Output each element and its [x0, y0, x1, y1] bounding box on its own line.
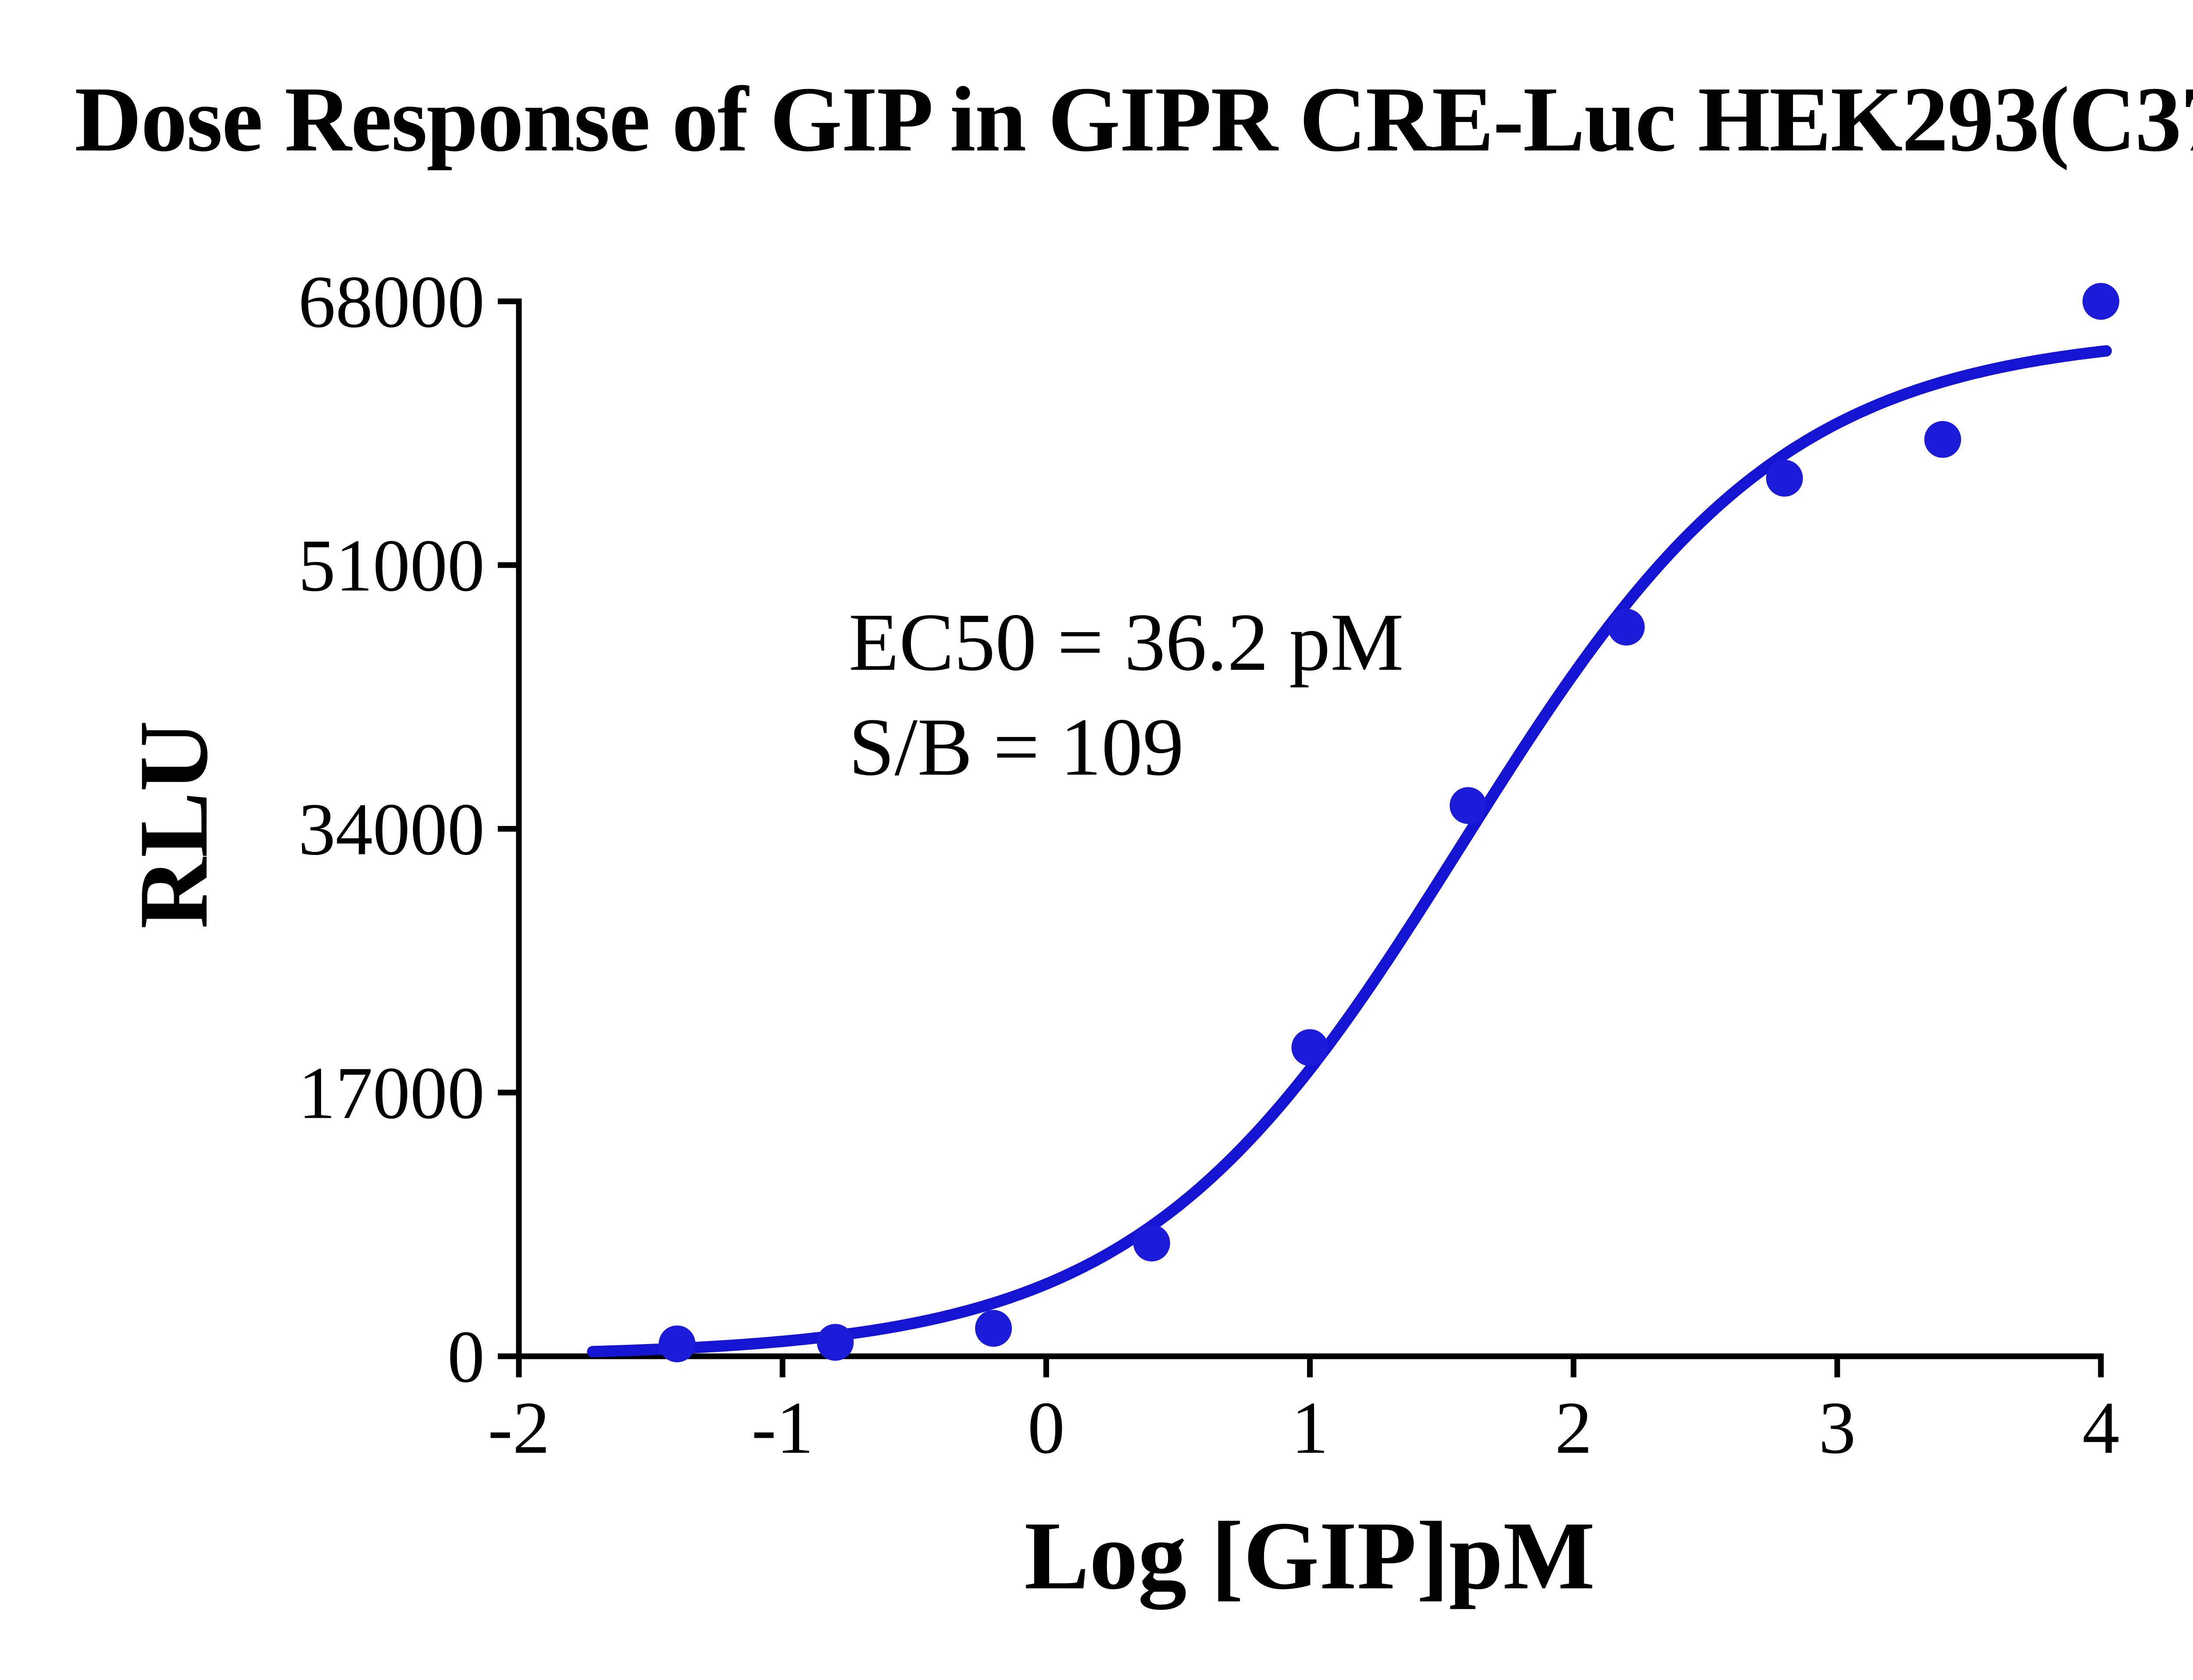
fit-curve — [587, 345, 2112, 1358]
x-tick-label: -2 — [488, 1387, 550, 1469]
y-tick-label: 0 — [447, 1315, 485, 1398]
y-tick-label: 34000 — [298, 788, 485, 871]
chart-title: Dose Response of GIP in GIPR CRE-Luc HEK… — [75, 68, 2193, 171]
x-tick-label: 0 — [1028, 1387, 1065, 1469]
data-point — [975, 1310, 1012, 1347]
annotation-ec50: EC50 = 36.2 pM — [849, 596, 1404, 688]
data-point — [1766, 460, 1803, 497]
data-point — [658, 1325, 696, 1362]
data-point — [817, 1324, 854, 1361]
data-point — [1450, 787, 1487, 824]
data-point — [1924, 421, 1961, 458]
y-tick-label: 68000 — [298, 261, 485, 343]
data-point — [1133, 1224, 1170, 1262]
data-point — [2082, 283, 2119, 320]
x-tick-label: 3 — [1818, 1387, 1856, 1469]
y-tick-label: 51000 — [298, 524, 485, 607]
annotation-sb: S/B = 109 — [849, 701, 1184, 793]
y-tick-label: 17000 — [298, 1052, 485, 1134]
x-tick-label: 2 — [1555, 1387, 1592, 1469]
annotation-block: EC50 = 36.2 pM S/B = 109 — [849, 590, 1404, 800]
data-point — [1607, 608, 1645, 646]
x-tick-label: 1 — [1291, 1387, 1329, 1469]
x-tick-label: 4 — [2082, 1387, 2120, 1469]
x-axis-label: Log [GIP]pM — [1024, 1502, 1595, 1610]
data-point — [1291, 1029, 1329, 1066]
x-tick-label: -1 — [751, 1387, 814, 1469]
